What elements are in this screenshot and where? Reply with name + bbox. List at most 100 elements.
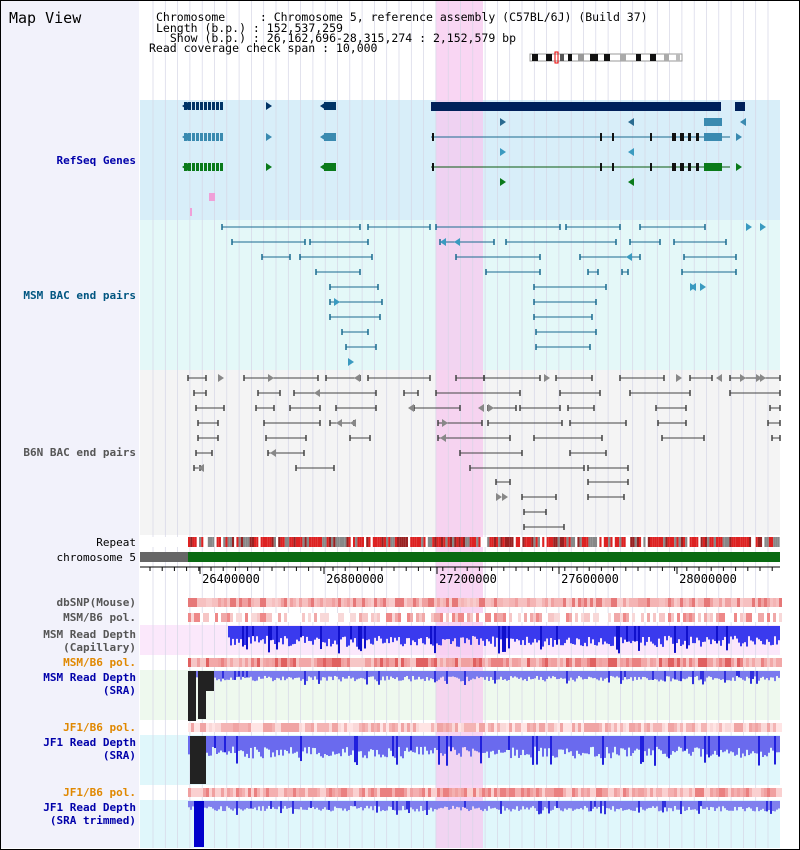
jf1-trim-depth-bar — [440, 801, 442, 808]
msm-pol-cell — [299, 613, 302, 622]
gene-exon — [216, 163, 219, 171]
jf1-trim-depth-bar — [304, 801, 306, 810]
track-label-b6n-bac[interactable]: B6N BAC end pairs — [23, 446, 136, 459]
repeat-element — [438, 537, 441, 547]
msm-pol2-cell — [284, 658, 287, 667]
jf1-sra-depth-bar — [288, 736, 290, 754]
jf1-trim-depth-bar — [294, 801, 296, 809]
gene-exon — [196, 102, 199, 110]
msm-cap-depth-bar — [722, 626, 724, 641]
msm-cap-depth-bar — [734, 626, 736, 636]
repeat-element — [430, 537, 433, 547]
jf1-sra-depth-bar — [496, 736, 498, 754]
repeat-element — [672, 537, 675, 547]
track-label-refseq[interactable]: RefSeq Genes — [56, 154, 136, 167]
jf1-sra-depth-bar — [260, 736, 262, 757]
track-label-dbsnp[interactable]: dbSNP(Mouse) — [56, 596, 136, 609]
track-label-msm-b6-pol-1[interactable]: MSM/B6 pol. — [63, 611, 136, 624]
track-label-jf1-depth-sra[interactable]: JF1 Read Depth (SRA) — [43, 736, 136, 762]
dbsnp-cell — [677, 598, 680, 607]
msm-sra-depth-bar — [340, 671, 342, 682]
track-label-msm-b6-pol-2[interactable]: MSM/B6 pol. — [63, 656, 136, 669]
dbsnp-cell — [338, 598, 341, 607]
jf1-pol2-cell — [428, 788, 431, 797]
jf1-sra-depth-bar — [222, 736, 224, 753]
msm-sra-depth-bar — [734, 671, 736, 681]
track-label-msm-depth-capillary[interactable]: MSM Read Depth (Capillary) — [43, 628, 136, 654]
track-label-msm-bac[interactable]: MSM BAC end pairs — [23, 289, 136, 302]
msm-pol2-cell — [743, 658, 746, 667]
msm-sra-depth-bar — [240, 671, 242, 680]
jf1-trim-depth-bar — [636, 801, 638, 808]
msm-pol-cell — [599, 613, 602, 622]
dbsnp-cell — [437, 598, 440, 607]
gene-arrow — [746, 223, 752, 231]
msm-cap-depth-bar — [676, 626, 678, 644]
jf1-pol2-cell — [569, 788, 572, 797]
jf1-sra-depth-bar — [726, 736, 728, 750]
dbsnp-cell — [422, 598, 425, 607]
gene-exon — [696, 133, 699, 141]
msm-sra-depth-bar — [250, 671, 252, 677]
msm-pol2-cell — [443, 658, 446, 667]
jf1-trim-depth-bar — [350, 801, 352, 806]
msm-pol2-cell — [497, 658, 500, 667]
msm-cap-depth-bar — [492, 626, 494, 637]
msm-sra-depth-bar — [254, 671, 256, 682]
jf1-pol-cell — [662, 723, 665, 732]
jf1-sra-depth-bar — [540, 736, 542, 748]
msm-cap-depth-bar — [426, 626, 428, 638]
jf1-pol-cell — [605, 723, 608, 732]
msm-cap-depth-bar — [352, 626, 354, 643]
msm-pol2-cell — [665, 658, 668, 667]
jf1-trim-depth-bar — [390, 801, 392, 807]
jf1-pol-cell — [197, 723, 200, 732]
jf1-pol-cell — [455, 723, 458, 732]
jf1-trim-depth-bar — [212, 801, 214, 809]
repeat-element — [608, 537, 611, 547]
msm-pol-cell — [494, 613, 497, 622]
repeat-element — [401, 537, 404, 547]
jf1-trim-depth-bar — [776, 801, 778, 810]
repeat-element — [254, 537, 257, 547]
track-label-msm-depth-sra[interactable]: MSM Read Depth (SRA) — [43, 671, 136, 697]
jf1-trim-depth-bar — [472, 801, 474, 807]
track-label-repeat[interactable]: Repeat — [96, 536, 136, 549]
dbsnp-cell — [209, 598, 212, 607]
msm-pol-cell — [617, 613, 620, 622]
dbsnp-cell — [611, 598, 614, 607]
jf1-sra-depth-bar — [654, 736, 656, 766]
jf1-trim-depth-bar — [478, 801, 480, 808]
repeat-element — [388, 537, 391, 547]
repeat-element — [687, 537, 690, 547]
jf1-pol-cell — [704, 723, 707, 732]
jf1-trim-depth-bar — [302, 801, 304, 810]
jf1-sra-depth-bar — [284, 736, 286, 750]
msm-pol-cell — [536, 613, 539, 622]
msm-pol2-cell — [545, 658, 548, 667]
msm-sra-depth-bar — [444, 671, 446, 681]
jf1-trim-depth-bar — [730, 801, 732, 811]
jf1-pol2-cell — [503, 788, 506, 797]
msm-pol2-cell — [449, 658, 452, 667]
msm-cap-depth-bar — [264, 626, 266, 644]
dbsnp-cell — [545, 598, 548, 607]
jf1-pol2-cell — [533, 788, 536, 797]
msm-cap-depth-bar — [298, 626, 300, 642]
msm-pol2-cell — [473, 658, 476, 667]
track-label-jf1-depth-trimmed[interactable]: JF1 Read Depth (SRA trimmed) — [43, 801, 136, 827]
ideogram-band — [620, 54, 626, 61]
jf1-sra-depth-bar — [264, 736, 266, 748]
dbsnp-cell — [620, 598, 623, 607]
jf1-sra-depth-bar — [636, 736, 638, 749]
jf1-sra-depth-bar — [514, 736, 516, 756]
track-label-jf1-b6-pol-2[interactable]: JF1/B6 pol. — [63, 786, 136, 799]
track-label-jf1-b6-pol-1[interactable]: JF1/B6 pol. — [63, 721, 136, 734]
jf1-trim-depth-bar — [332, 801, 334, 811]
jf1-trim-depth-bar — [778, 801, 780, 809]
msm-cap-depth-bar — [726, 626, 728, 651]
track-label-chromosome[interactable]: chromosome 5 — [56, 551, 136, 564]
repeat-element — [214, 537, 217, 547]
msm-pol2-cell — [767, 658, 770, 667]
jf1-trim-depth-bar — [626, 801, 628, 810]
